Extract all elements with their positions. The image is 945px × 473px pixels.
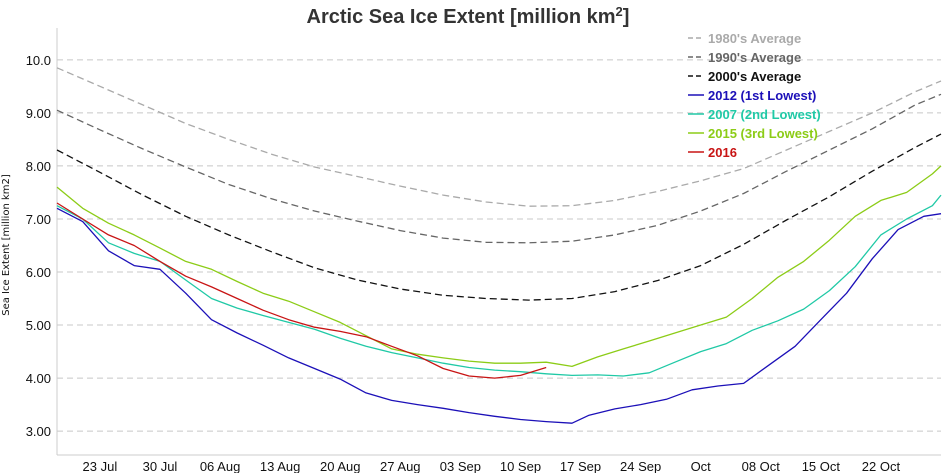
x-tick-label: 22 Oct [862,459,901,473]
y-tick-label: 4.00 [26,371,51,386]
x-tick-label: 17 Sep [560,459,601,473]
x-tick-label: 27 Aug [380,459,421,473]
y-tick-label: 10.0 [26,53,51,68]
y-tick-label: 9.00 [26,106,51,121]
legend-item: 1980's Average [708,31,801,46]
legend-item: 2007 (2nd Lowest) [708,107,821,122]
y-tick-label: 6.00 [26,265,51,280]
legend-item: 2016 [708,145,737,160]
legend-item: 2012 (1st Lowest) [708,88,816,103]
x-tick-label: 20 Aug [320,459,361,473]
x-tick-label: 03 Sep [440,459,481,473]
series-lines [56,67,942,424]
x-tick-label: 13 Aug [260,459,301,473]
x-tick-label: 06 Aug [200,459,241,473]
x-tick-label: 08 Oct [742,459,781,473]
series-line-2007-2nd-lowest [56,194,942,377]
legend-item: 2015 (3rd Lowest) [708,126,818,141]
series-line-2015-3rd-lowest [56,165,942,368]
series-line-1990-s-average [56,93,942,244]
chart-title: Arctic Sea Ice Extent [million km2] [307,4,630,29]
series-line-2000-s-average [56,133,942,301]
x-tick-label: 24 Sep [620,459,661,473]
y-tick-label: 3.00 [26,424,51,439]
x-tick-label: 15 Oct [802,459,841,473]
legend: 1980's Average 1990's Average 2000's Avera… [688,31,821,160]
x-tick-label: Oct [691,459,712,473]
x-tick-label: 10 Sep [500,459,541,473]
x-tick-label: 30 Jul [143,459,178,473]
series-line-2016 [56,202,547,379]
y-tick-label: 7.00 [26,212,51,227]
legend-item: 2000's Average [708,69,801,84]
series-line-1980-s-average [56,67,942,207]
legend-item: 1990's Average [708,50,801,65]
axes [56,28,941,456]
series-line-2012-1st-lowest [56,207,942,424]
x-tick-label: 23 Jul [83,459,118,473]
x-tick-labels: 23 Jul 30 Jul 06 Aug 13 Aug 20 Aug 27 Aug 03 S… [83,459,901,473]
y-axis-label: Sea Ice Extent [million km2] [1,174,12,316]
y-tick-label: 5.00 [26,318,51,333]
y-tick-labels: 3.00 4.00 5.00 6.00 7.00 8.00 9.00 10.0 [26,53,51,439]
y-tick-label: 8.00 [26,159,51,174]
